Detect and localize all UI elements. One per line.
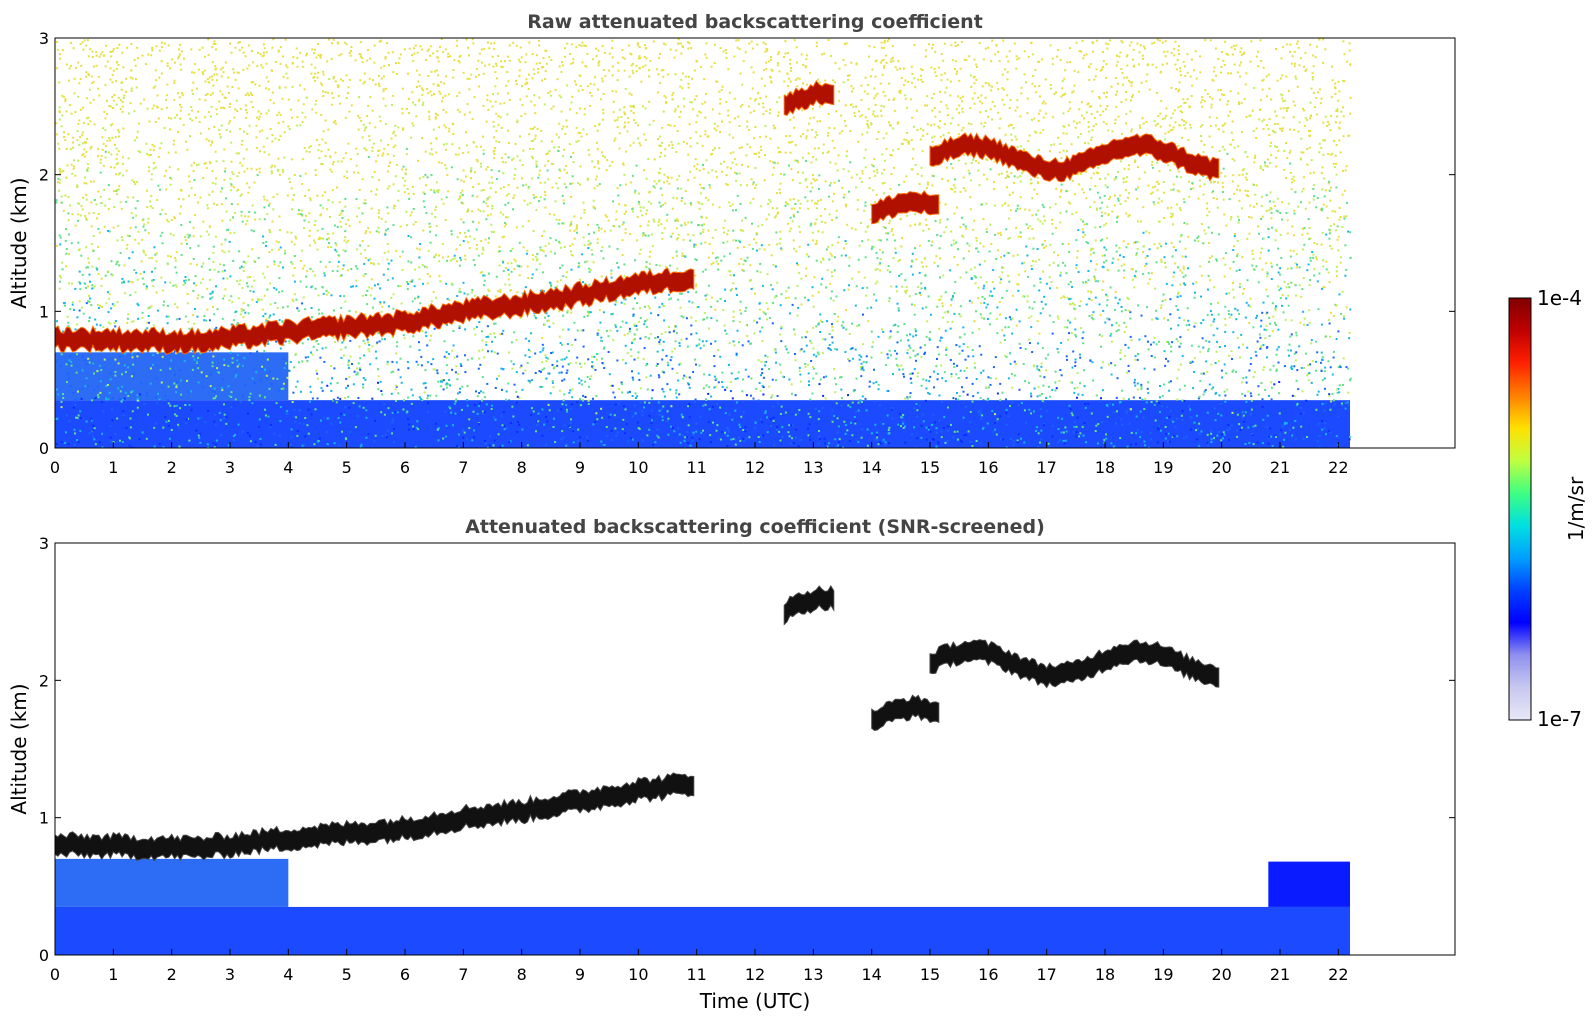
x-tick-label: 13 [803,458,823,477]
panel-title: Raw attenuated backscattering coefficien… [527,11,983,33]
boundary-layer-band [55,267,695,355]
colorbar-unit-label: 1/m/sr [1564,476,1588,541]
x-tick-label: 12 [745,965,765,984]
x-tick-label: 6 [400,458,410,477]
y-tick-label: 0 [39,946,49,965]
cloud-layer [871,190,940,225]
x-tick-label: 18 [1095,965,1115,984]
x-tick-label: 9 [575,965,585,984]
x-tick-label: 15 [920,458,940,477]
x-tick-label: 5 [342,458,352,477]
y-tick-label: 3 [39,534,49,553]
y-tick-label: 2 [39,671,49,690]
cloud-layer [783,585,835,626]
x-tick-label: 17 [1036,458,1056,477]
x-tick-label: 20 [1211,458,1231,477]
colorbar-gradient [1508,297,1532,721]
x-tick-label: 0 [50,965,60,984]
x-tick-label: 17 [1036,965,1056,984]
x-tick-label: 14 [861,965,881,984]
y-tick-label: 1 [39,302,49,321]
raw-backscatter-panel: Raw attenuated backscattering coefficien… [7,11,1456,477]
x-tick-label: 19 [1153,458,1173,477]
x-tick-label: 3 [225,458,235,477]
x-tick-label: 12 [745,458,765,477]
x-tick-label: 22 [1328,458,1348,477]
cloud-layer [929,132,1220,183]
colorbar-max-label: 1e-4 [1537,286,1582,310]
y-tick-label: 3 [39,29,49,48]
x-tick-label: 18 [1095,458,1115,477]
x-tick-label: 20 [1211,965,1231,984]
x-tick-label: 19 [1153,965,1173,984]
cloud-layer [929,639,1220,689]
x-axis-label: Time (UTC) [699,989,811,1013]
noise-speckle [55,38,1352,448]
panel-title: Attenuated backscattering coefficient (S… [465,516,1045,538]
colorbar: 1e-4 1e-7 1/m/sr [1508,286,1588,731]
x-tick-label: 4 [283,965,293,984]
colorbar-min-label: 1e-7 [1537,707,1582,731]
x-tick-label: 13 [803,965,823,984]
y-axis-label: Altitude (km) [7,683,31,814]
x-tick-label: 11 [686,965,706,984]
x-tick-label: 2 [167,965,177,984]
x-tick-label: 8 [517,458,527,477]
boundary-layer-band [55,772,695,862]
x-tick-label: 11 [686,458,706,477]
x-tick-label: 14 [861,458,881,477]
y-tick-label: 0 [39,439,49,458]
x-tick-label: 0 [50,458,60,477]
x-tick-label: 21 [1270,965,1290,984]
x-tick-label: 2 [167,458,177,477]
x-tick-label: 7 [458,965,468,984]
x-tick-label: 7 [458,458,468,477]
cloud-layer [871,694,940,732]
y-tick-label: 1 [39,809,49,828]
x-tick-label: 8 [517,965,527,984]
x-tick-label: 9 [575,458,585,477]
y-tick-label: 2 [39,166,49,185]
x-tick-label: 6 [400,965,410,984]
x-tick-label: 16 [978,965,998,984]
x-tick-label: 10 [628,458,648,477]
cloud-layer [783,80,835,116]
x-tick-label: 22 [1328,965,1348,984]
x-tick-label: 16 [978,458,998,477]
x-tick-label: 10 [628,965,648,984]
x-tick-label: 1 [108,965,118,984]
snr-screened-panel: Attenuated backscattering coefficient (S… [7,516,1456,1013]
heatmap-area [55,38,1352,448]
y-axis-label: Altitude (km) [7,177,31,308]
x-tick-label: 4 [283,458,293,477]
x-tick-label: 5 [342,965,352,984]
x-tick-label: 1 [108,458,118,477]
x-tick-label: 21 [1270,458,1290,477]
x-tick-label: 3 [225,965,235,984]
heatmap-area [55,585,1350,955]
x-tick-label: 15 [920,965,940,984]
